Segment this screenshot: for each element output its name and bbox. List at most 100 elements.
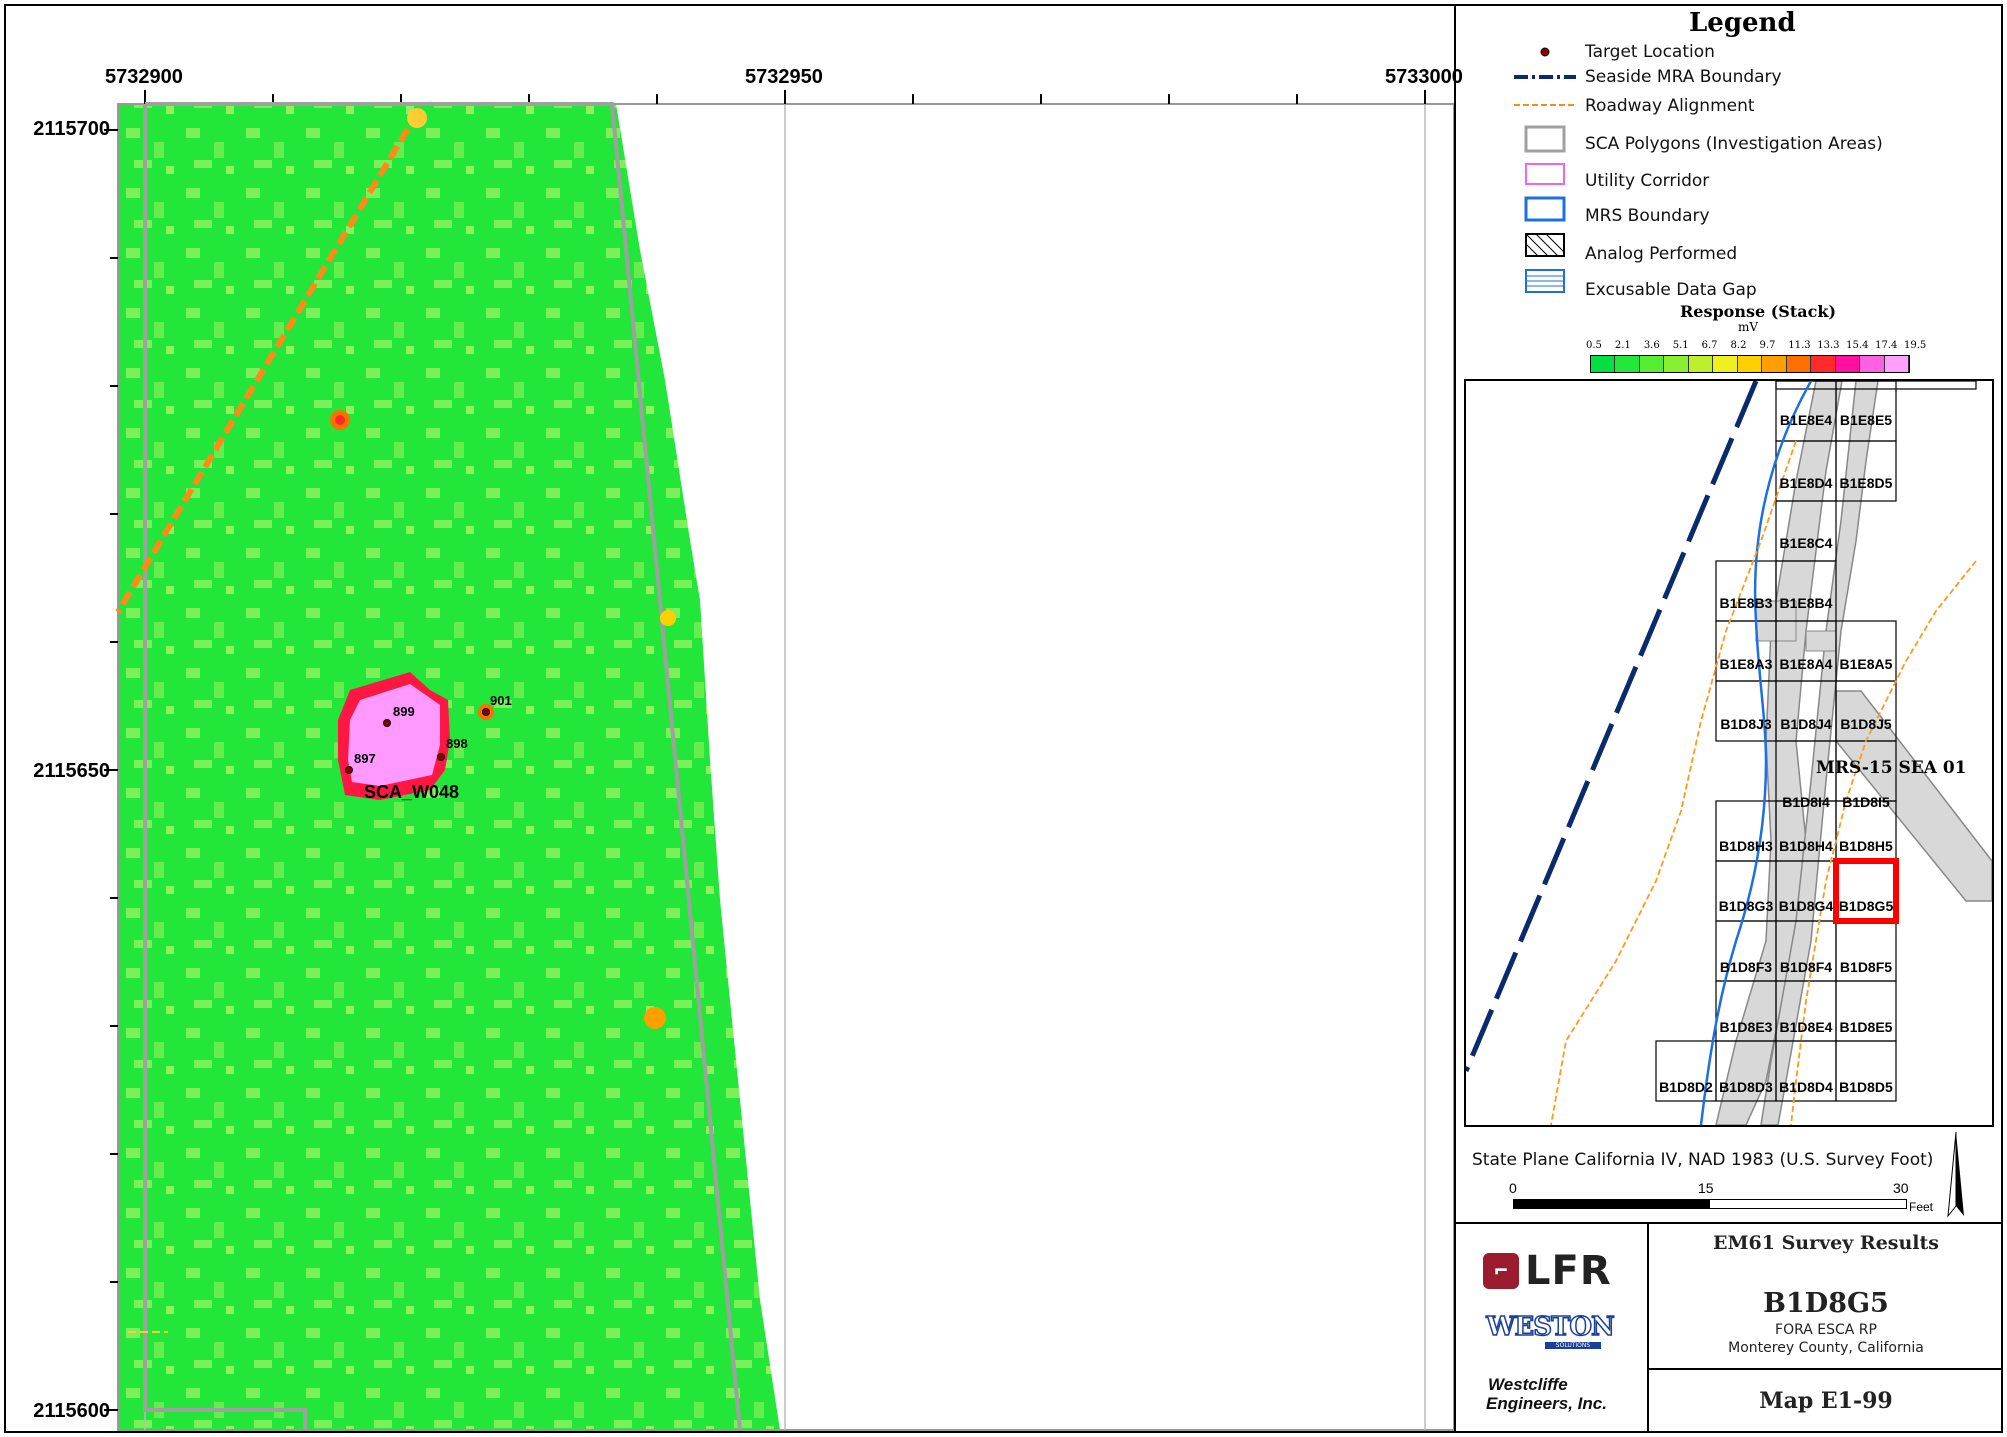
gray-box-icon bbox=[1524, 125, 1566, 153]
response-unit: mV bbox=[1738, 320, 1759, 334]
index-cell-B1E8A3: B1E8A3 bbox=[1719, 656, 1773, 672]
response-title: Response (Stack) bbox=[1680, 302, 1837, 321]
index-cell-B1E8B3: B1E8B3 bbox=[1719, 595, 1773, 611]
index-cell-B1D8G3: B1D8G3 bbox=[1718, 898, 1774, 914]
index-sca-polygon bbox=[1715, 381, 1843, 1125]
title-block-divider-top bbox=[1454, 1222, 2003, 1224]
index-map[interactable] bbox=[1466, 381, 1992, 1125]
index-cell-B1D8H4: B1D8H4 bbox=[1779, 838, 1833, 854]
westcliffe-name-line1: Westcliffe bbox=[1488, 1375, 1568, 1394]
index-grid-cells bbox=[1655, 381, 1977, 1102]
index-cell-B1D8F4: B1D8F4 bbox=[1779, 959, 1833, 975]
lfr-logo-mark-icon: ⌐ bbox=[1483, 1253, 1519, 1289]
index-cell-B1D8D5: B1D8D5 bbox=[1839, 1079, 1893, 1095]
index-cell-B1D8J5: B1D8J5 bbox=[1840, 716, 1892, 732]
legend-item-sca-polygons: SCA Polygons (Investigation Areas) bbox=[1585, 134, 1883, 154]
sca-label: SCA_W048 bbox=[364, 782, 460, 802]
x-tick-label-3: 5733000 bbox=[1385, 66, 1463, 88]
index-cell-B1E8E4: B1E8E4 bbox=[1779, 412, 1833, 428]
sca-anomaly-inner bbox=[348, 684, 440, 786]
weston-logo-sub: SOLUTIONS bbox=[1545, 1342, 1601, 1349]
index-cell-B1D8E3: B1D8E3 bbox=[1719, 1019, 1773, 1035]
color-scale-label: 2.1 bbox=[1614, 340, 1631, 351]
anomaly-spot bbox=[407, 108, 427, 128]
weston-logo: WESTON SOLUTIONS bbox=[1485, 1311, 1616, 1349]
color-scale-label: 9.7 bbox=[1759, 340, 1776, 351]
index-roadway-line bbox=[1790, 560, 1977, 1125]
color-scale-swatch bbox=[1835, 356, 1861, 372]
target-dot-icon[interactable] bbox=[345, 766, 353, 774]
y-tick-label-1: 2115700 bbox=[33, 118, 110, 140]
legend-item-roadway: Roadway Alignment bbox=[1585, 96, 1755, 116]
color-scale-label: 8.2 bbox=[1730, 340, 1747, 351]
color-scale-label: 15.4 bbox=[1846, 340, 1869, 351]
target-label-901: 901 bbox=[490, 693, 512, 708]
y-tick-label-2: 2115650 bbox=[33, 760, 110, 782]
survey-raster-area bbox=[118, 104, 780, 1430]
color-scale-swatch bbox=[1688, 356, 1714, 372]
color-scale-label: 13.3 bbox=[1817, 340, 1840, 351]
index-cell-B1D8E5: B1D8E5 bbox=[1839, 1019, 1893, 1035]
legend-item-seaside-mra: Seaside MRA Boundary bbox=[1585, 67, 1782, 87]
legend-item-mrs-boundary: MRS Boundary bbox=[1585, 206, 1710, 226]
index-cell-B1E8A5: B1E8A5 bbox=[1839, 656, 1893, 672]
scale-label-15: 15 bbox=[1698, 1180, 1714, 1196]
target-dot-icon[interactable] bbox=[437, 753, 445, 761]
index-cell-B1D8H3: B1D8H3 bbox=[1719, 838, 1773, 854]
county-name: Monterey County, California bbox=[1728, 1340, 1924, 1356]
index-cell-B1D8G5: B1D8G5 bbox=[1838, 898, 1894, 914]
north-arrow-icon bbox=[1947, 1132, 1964, 1218]
color-scale-label: 11.3 bbox=[1788, 340, 1811, 351]
weston-logo-text: WESTON bbox=[1485, 1311, 1616, 1343]
color-scale-swatch bbox=[1591, 356, 1616, 372]
lfr-logo-text: LFR bbox=[1525, 1248, 1612, 1294]
index-cell-B1E8B4: B1E8B4 bbox=[1779, 595, 1833, 611]
index-cell-B1D8I4: B1D8I4 bbox=[1782, 794, 1830, 810]
index-cell-B1D8D3: B1D8D3 bbox=[1719, 1079, 1773, 1095]
index-cell-B1D8J4: B1D8J4 bbox=[1780, 716, 1832, 732]
anomaly-spot bbox=[335, 415, 345, 425]
target-dot-icon bbox=[1540, 47, 1550, 57]
color-scale-swatch bbox=[1639, 356, 1665, 372]
legend-title: Legend bbox=[1689, 8, 1796, 38]
grid-name-title: B1D8G5 bbox=[1763, 1288, 1889, 1319]
color-scale-swatch bbox=[1762, 356, 1787, 372]
x-axis-ticks bbox=[144, 90, 1426, 104]
color-scale-label: 17.4 bbox=[1875, 340, 1898, 351]
color-scale-label: 0.5 bbox=[1586, 340, 1602, 351]
color-scale-swatch bbox=[1786, 356, 1812, 372]
scale-label-30: 30 bbox=[1893, 1180, 1909, 1196]
index-cell-B1D8D2: B1D8D2 bbox=[1659, 1079, 1713, 1095]
scale-unit: Feet bbox=[1909, 1200, 1934, 1214]
color-scale-swatch bbox=[1737, 356, 1763, 372]
color-scale-swatch bbox=[1811, 356, 1836, 372]
index-highlight-cell[interactable] bbox=[1833, 858, 1899, 924]
index-cell-B1D8F5: B1D8F5 bbox=[1839, 959, 1893, 975]
title-block-divider-vertical bbox=[1647, 1222, 1649, 1433]
color-scale-bar bbox=[1590, 355, 1910, 373]
map-canvas[interactable] bbox=[0, 0, 1460, 1437]
legend-item-utility-corridor: Utility Corridor bbox=[1585, 171, 1710, 191]
target-label-898: 898 bbox=[446, 736, 468, 751]
target-dot-icon[interactable] bbox=[383, 719, 391, 727]
target-label-899: 899 bbox=[393, 704, 415, 719]
color-scale-label: 3.6 bbox=[1643, 340, 1660, 351]
blue-box-icon bbox=[1524, 196, 1566, 222]
target-label-897: 897 bbox=[354, 751, 376, 766]
index-cell-B1D8F3: B1D8F3 bbox=[1719, 959, 1773, 975]
index-map-frame bbox=[1464, 379, 1994, 1127]
color-scale-swatch bbox=[1615, 356, 1640, 372]
scale-label-0: 0 bbox=[1509, 1180, 1517, 1196]
index-cell-B1D8D4: B1D8D4 bbox=[1779, 1079, 1833, 1095]
color-scale-labels: 0.5 2.1 3.6 5.1 6.7 8.2 9.7 11.3 13.3 15.4 17.4 19.… bbox=[1586, 340, 1926, 354]
index-cell-B1E8D4: B1E8D4 bbox=[1779, 475, 1833, 491]
index-seaside-mra-line bbox=[1466, 381, 1759, 1072]
sca-polygon-outline bbox=[143, 102, 742, 1431]
survey-title: EM61 Survey Results bbox=[1713, 1232, 1939, 1254]
index-mrs-boundary bbox=[1699, 381, 1813, 1125]
map-number: Map E1-99 bbox=[1759, 1388, 1893, 1414]
y-axis-ticks bbox=[104, 129, 118, 1411]
hatched-box-icon bbox=[1525, 233, 1565, 257]
target-dot-icon[interactable] bbox=[482, 708, 490, 716]
color-scale-label: 6.7 bbox=[1701, 340, 1718, 351]
